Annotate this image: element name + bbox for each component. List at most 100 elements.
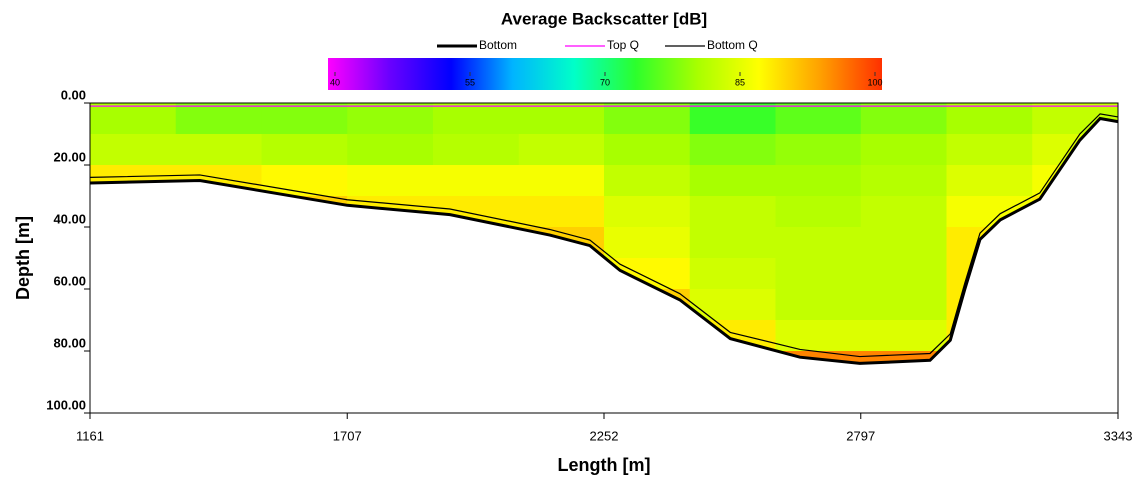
heat-cell [1032,320,1118,352]
heat-cell [518,320,605,352]
heat-cell [90,103,177,135]
heat-cell [1032,351,1118,364]
heat-cell [860,103,948,135]
heat-cell [604,289,691,321]
heat-cell [946,103,1033,135]
heat-cell [432,258,520,290]
heat-cell [946,258,1033,290]
heat-cell [90,227,177,259]
heat-cell [775,103,862,135]
heat-cell [90,289,177,321]
heat-cell [1032,227,1118,259]
heat-cell [860,165,948,197]
colorbar-tick-label: 40 [330,77,340,87]
x-tick-label: 1161 [76,428,104,443]
heat-cell [860,227,948,259]
field [90,103,1118,364]
heat-cell [860,196,948,228]
x-tick-label: 2797 [846,428,875,443]
heat-cell [946,134,1033,166]
heat-cell [175,258,262,290]
heat-cell [261,134,348,166]
heat-cell [261,289,348,321]
heat-cell [775,320,862,352]
heat-cell [261,165,348,197]
heat-cell [518,103,605,135]
heat-cell [261,103,348,135]
y-tick-label: 40.00 [53,211,86,226]
heat-cell [689,196,776,228]
heat-cell [261,351,348,364]
heat-cell [604,165,691,197]
x-tick-label: 1707 [333,428,362,443]
x-tick-label: 3343 [1104,428,1133,443]
heat-cell [175,196,262,228]
heat-cell [90,258,177,290]
heat-cell [347,227,434,259]
x-axis-title: Length [m] [558,455,651,475]
heat-cell [1032,196,1118,228]
heat-cell [518,134,605,166]
heat-cell [347,165,434,197]
heat-cell [946,165,1033,197]
colorbar-tick-label: 85 [735,77,745,87]
y-tick-label: 0.00 [61,87,86,102]
heat-cell [90,134,177,166]
heat-cell [860,134,948,166]
heat-cell [432,351,520,364]
heat-cell [604,103,691,135]
heat-cell [518,289,605,321]
series-line [89,113,1119,358]
y-tick-label: 60.00 [53,273,86,288]
series-line [89,116,1119,365]
heat-cell [261,227,348,259]
heat-cell [175,227,262,259]
heat-cell [604,320,691,352]
heat-cell [604,196,691,228]
heat-cell [1032,289,1118,321]
heat-cell [347,103,434,135]
heat-cell [775,134,862,166]
heat-cell [90,351,177,364]
heat-cell [432,227,520,259]
heat-cell [347,351,434,364]
heat-cell [175,289,262,321]
heat-cell [689,258,776,290]
legend-label: Top Q [607,38,639,52]
heat-cell [775,196,862,228]
heat-cell [946,320,1033,352]
heat-cell [347,320,434,352]
heat-cell [689,165,776,197]
legend-label: Bottom [479,38,517,52]
heat-cell [347,289,434,321]
heat-cell [175,320,262,352]
heat-cell [946,196,1033,228]
heat-cell [860,258,948,290]
heat-cell [946,351,1033,364]
legend-label: Bottom Q [707,38,758,52]
heat-cell [860,289,948,321]
colorbar-tick-label: 100 [867,77,882,87]
heat-cell [775,289,862,321]
heat-cell [775,165,862,197]
heat-cell [604,351,691,364]
heat-cell [432,134,520,166]
chart-title: Average Backscatter [dB] [501,9,707,28]
colorbar-tick-label: 55 [465,77,475,87]
x-tick-label: 2252 [590,428,619,443]
y-tick-label: 100.00 [46,397,86,412]
heat-cell [90,196,177,228]
y-tick-label: 20.00 [53,149,86,164]
heat-cell [261,320,348,352]
heat-cell [432,165,520,197]
heat-cell [432,196,520,228]
heat-cell [261,258,348,290]
heat-cell [175,103,262,135]
heat-cell [689,134,776,166]
y-axis-title: Depth [m] [13,216,33,300]
heat-cell [432,289,520,321]
heat-cell [175,351,262,364]
heat-cell [1032,258,1118,290]
heat-cell [689,289,776,321]
